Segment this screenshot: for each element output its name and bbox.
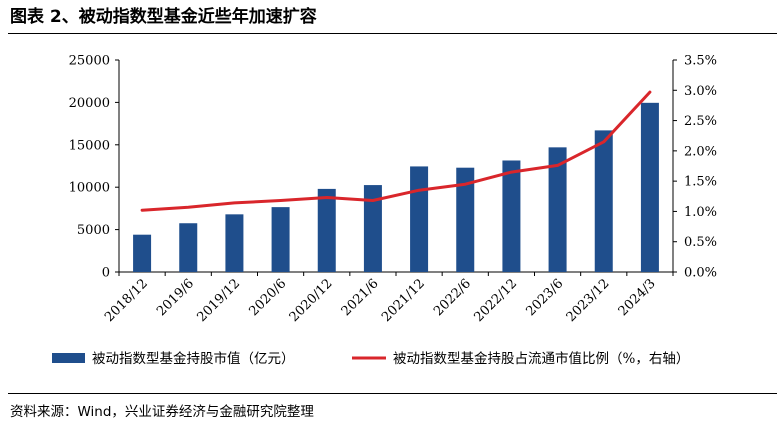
line-group: [140, 90, 652, 212]
y-right-tick-label: 1.0%: [684, 205, 717, 220]
legend-group: 被动指数型基金持股市值（亿元） 被动指数型基金持股占流通市值比例（%，右轴）: [52, 350, 689, 367]
bar: [640, 102, 659, 272]
y-right-tick-label: 0.0%: [684, 266, 717, 281]
axes-group: 0 5000 10000 15000 20000 25000 0.0% 0.5% 1.0% 1.5…: [69, 54, 717, 281]
x-tick-label: 2021/6: [339, 276, 382, 319]
bar: [594, 130, 613, 272]
top-rule: [8, 33, 777, 34]
x-tick-label: 2020/6: [246, 276, 289, 319]
x-tick-label: 2019/6: [154, 276, 197, 319]
x-tick-label: 2023/6: [523, 276, 566, 319]
x-tick-label: 2022/12: [471, 276, 520, 325]
bar: [317, 188, 336, 272]
legend-line-label: 被动指数型基金持股占流通市值比例（%，右轴）: [393, 350, 689, 367]
bars-group: [133, 102, 659, 272]
y-left-tick-label: 10000: [69, 181, 110, 196]
ratio-line: [140, 90, 652, 212]
bar: [271, 207, 290, 272]
y-left-tick-label: 15000: [69, 138, 110, 153]
bar: [225, 214, 244, 272]
bar: [133, 234, 152, 272]
source-note: 资料来源：Wind，兴业证券经济与金融研究院整理: [10, 404, 314, 420]
y-left-tick-label: 25000: [69, 54, 110, 69]
x-tick-label: 2018/12: [102, 276, 151, 325]
bar: [363, 185, 382, 272]
legend-bar-swatch: [52, 353, 85, 363]
figure-title: 图表 2、被动指数型基金近些年加速扩容: [10, 7, 317, 27]
bar: [456, 167, 475, 272]
x-tick-label: 2020/12: [287, 276, 336, 325]
bar: [179, 223, 198, 272]
y-right-tick-label: 3.0%: [684, 84, 717, 99]
x-tick-label: 2019/12: [194, 276, 243, 325]
y-left-tick-label: 0: [102, 266, 110, 281]
y-left-tick-label: 5000: [77, 223, 110, 238]
legend-bar-label: 被动指数型基金持股市值（亿元）: [92, 350, 295, 367]
y-left-tick-label: 20000: [69, 96, 110, 111]
y-right-tick-label: 2.5%: [684, 114, 717, 129]
y-right-tick-label: 2.0%: [684, 144, 717, 159]
x-tick-label: 2021/12: [379, 276, 428, 325]
x-tick-label: 2024/3: [616, 276, 659, 319]
bar: [502, 160, 521, 272]
bottom-rule: [8, 393, 777, 394]
y-right-tick-label: 1.5%: [684, 175, 717, 190]
y-right-tick-label: 0.5%: [684, 235, 717, 250]
x-tick-label: 2022/6: [431, 276, 474, 319]
y-right-tick-label: 3.5%: [684, 54, 717, 69]
bar: [548, 147, 567, 272]
bar: [410, 166, 429, 272]
x-tick-label: 2023/12: [564, 276, 613, 325]
